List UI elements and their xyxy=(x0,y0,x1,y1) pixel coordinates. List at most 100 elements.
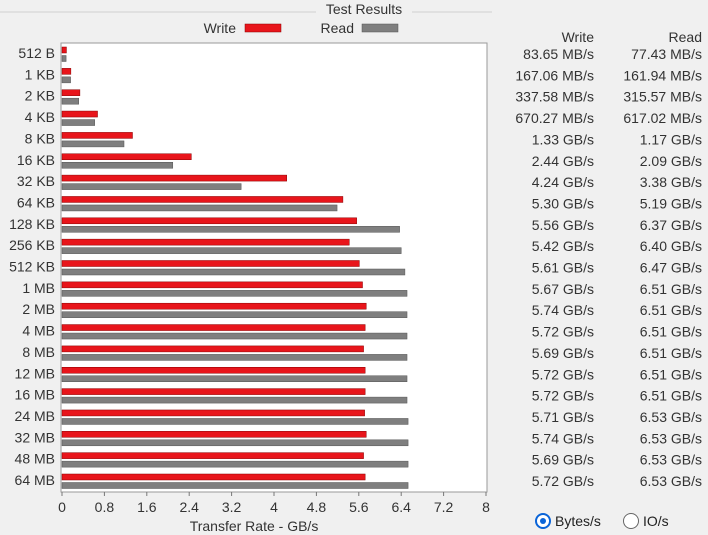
results-table: Write Read 83.65 MB/s 77.43 MB/s 167.06 MB/s… xyxy=(515,29,702,489)
write-bar xyxy=(61,345,364,353)
table-write-value: 83.65 MB/s xyxy=(523,46,594,62)
table-read-value: 6.37 GB/s xyxy=(640,217,702,233)
write-bar xyxy=(61,431,367,438)
table-write-value: 5.72 GB/s xyxy=(532,366,594,382)
x-tick-label: 0 xyxy=(58,499,66,515)
plot-area xyxy=(60,42,488,493)
legend-read-label: Read xyxy=(321,20,354,36)
radio-ios[interactable]: IO/s xyxy=(623,513,669,529)
table-write-value: 5.61 GB/s xyxy=(532,260,594,276)
table-write-value: 337.58 MB/s xyxy=(515,89,594,105)
write-bar xyxy=(61,153,192,160)
read-bar xyxy=(61,332,408,340)
table-read-value: 6.51 GB/s xyxy=(640,366,702,382)
read-bar xyxy=(61,418,409,425)
table-read-value: 2.09 GB/s xyxy=(640,153,702,169)
table-write-value: 5.74 GB/s xyxy=(532,302,594,318)
table-read-value: 1.17 GB/s xyxy=(640,131,702,147)
table-read-value: 6.51 GB/s xyxy=(640,388,702,404)
radio-bytes-circle[interactable] xyxy=(535,513,551,529)
write-bar xyxy=(61,302,367,310)
table-header-read: Read xyxy=(669,29,702,45)
category-label: 128 KB xyxy=(9,216,55,232)
table-read-value: 5.19 GB/s xyxy=(640,195,702,211)
table-write-value: 167.06 MB/s xyxy=(515,67,594,83)
table-write-value: 5.42 GB/s xyxy=(532,238,594,254)
y-axis: 512 B 1 KB 2 KB 4 KB 8 KB 16 KB 32 KB 64 KB 128 … xyxy=(9,45,55,488)
category-label: 1 KB xyxy=(25,66,55,82)
table-read-value: 3.38 GB/s xyxy=(640,174,702,190)
write-bar xyxy=(61,196,344,203)
read-bar xyxy=(61,290,408,297)
category-label: 32 MB xyxy=(15,429,55,445)
write-bar xyxy=(61,409,365,417)
radio-ios-label: IO/s xyxy=(643,513,669,529)
table-write-value: 5.67 GB/s xyxy=(532,281,594,297)
x-tick-label: 4.8 xyxy=(307,499,327,515)
x-tick-label: 4 xyxy=(270,499,278,515)
read-bar xyxy=(61,140,125,148)
category-label: 24 MB xyxy=(15,408,55,424)
category-label: 8 MB xyxy=(22,344,55,360)
read-bar xyxy=(61,76,71,84)
radio-bytes-label: Bytes/s xyxy=(555,513,601,529)
x-tick-label: 6.4 xyxy=(391,499,411,515)
write-bar xyxy=(61,68,72,75)
write-bar xyxy=(61,324,366,331)
table-write-value: 5.71 GB/s xyxy=(532,409,594,425)
category-label: 256 KB xyxy=(9,237,55,253)
x-tick-label: 3.2 xyxy=(222,499,242,515)
read-bar xyxy=(61,375,408,382)
table-read-value: 6.51 GB/s xyxy=(640,302,702,318)
category-label: 8 KB xyxy=(25,130,55,146)
legend-read-swatch xyxy=(361,23,399,33)
x-tick-label: 5.6 xyxy=(349,499,369,515)
read-bar xyxy=(61,354,408,361)
table-write-value: 5.72 GB/s xyxy=(532,324,594,340)
write-bar xyxy=(61,174,287,182)
radio-bytes[interactable]: Bytes/s xyxy=(535,513,601,529)
category-label: 64 KB xyxy=(17,194,55,210)
write-bar xyxy=(61,238,350,246)
bar-group xyxy=(61,46,409,489)
read-bar xyxy=(61,439,409,447)
x-tick-label: 7.2 xyxy=(434,499,454,515)
write-bar xyxy=(61,217,357,225)
category-label: 4 MB xyxy=(22,323,55,339)
category-label: 512 B xyxy=(18,45,55,61)
legend-write-label: Write xyxy=(204,20,237,36)
x-axis-label: Transfer Rate - GB/s xyxy=(190,518,319,534)
table-write-value: 5.69 GB/s xyxy=(532,345,594,361)
read-bar xyxy=(61,226,400,233)
read-bar xyxy=(61,460,409,468)
write-bar xyxy=(61,388,366,395)
category-label: 2 KB xyxy=(25,88,55,104)
chart-title: Test Results xyxy=(326,1,402,17)
write-bar xyxy=(61,46,67,54)
table-write-value: 5.74 GB/s xyxy=(532,430,594,446)
read-bar xyxy=(61,162,174,169)
category-label: 16 MB xyxy=(15,387,55,403)
table-write-value: 5.72 GB/s xyxy=(532,388,594,404)
read-bar xyxy=(61,204,338,212)
x-tick-label: 0.8 xyxy=(95,499,115,515)
category-label: 1 MB xyxy=(22,280,55,296)
table-write-value: 5.72 GB/s xyxy=(532,473,594,489)
table-read-value: 6.53 GB/s xyxy=(640,473,702,489)
table-read-value: 6.53 GB/s xyxy=(640,430,702,446)
category-label: 2 MB xyxy=(22,301,55,317)
x-tick-label: 1.6 xyxy=(137,499,157,515)
x-tick-label: 2.4 xyxy=(179,499,199,515)
write-bar xyxy=(61,110,98,118)
read-bar xyxy=(61,482,409,489)
table-read-value: 6.53 GB/s xyxy=(640,452,702,468)
write-bar xyxy=(61,452,364,459)
category-label: 4 KB xyxy=(25,109,55,125)
write-bar xyxy=(61,281,363,289)
table-header-write: Write xyxy=(562,29,595,45)
table-read-value: 6.51 GB/s xyxy=(640,324,702,340)
radio-ios-circle[interactable] xyxy=(623,513,639,529)
read-bar xyxy=(61,247,402,254)
write-bar xyxy=(61,367,366,374)
